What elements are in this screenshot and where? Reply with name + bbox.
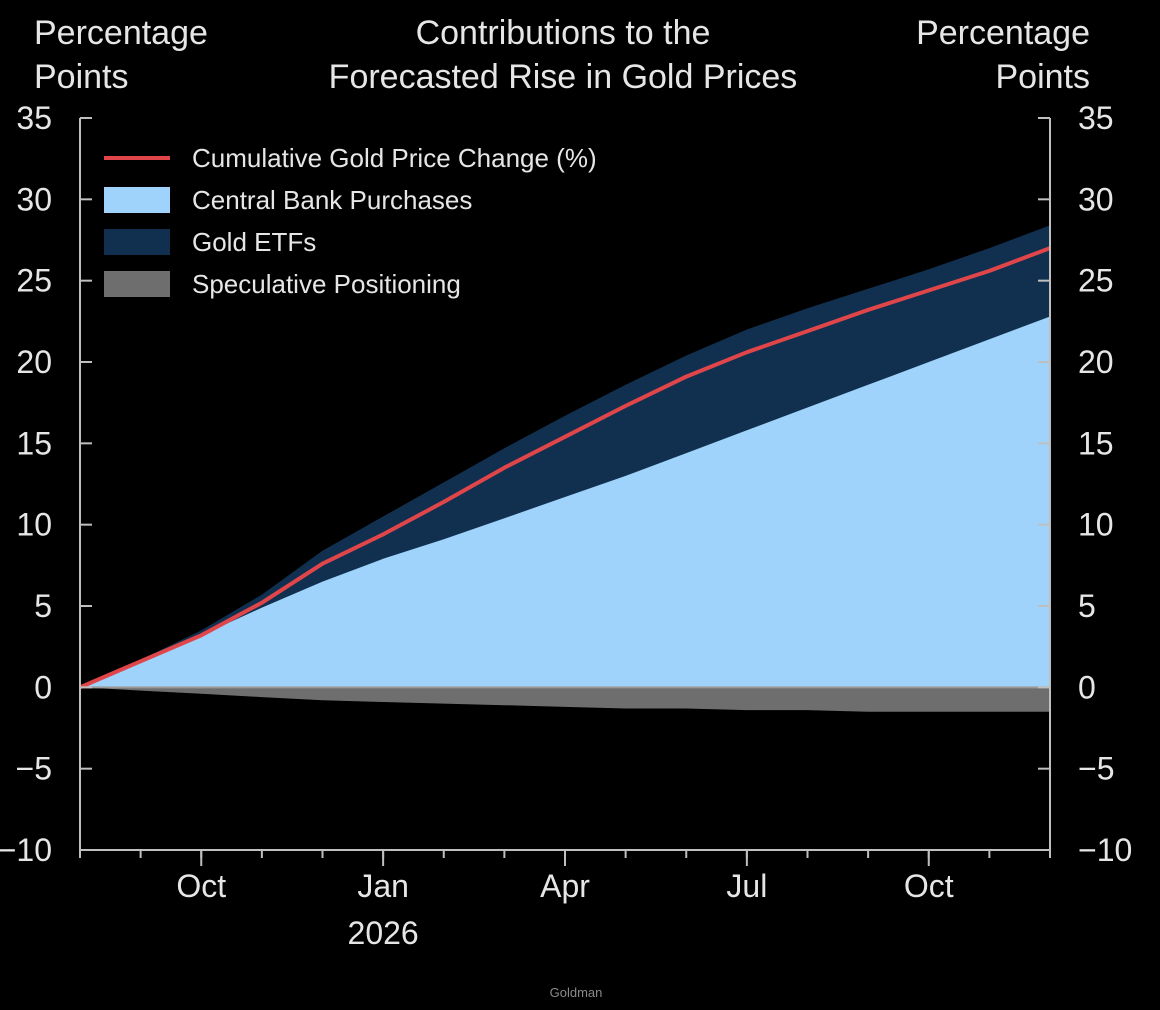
x-tick-label: Oct bbox=[904, 868, 954, 904]
legend-gold-etfs-label: Gold ETFs bbox=[192, 227, 316, 257]
left-y-tick-label: 5 bbox=[34, 588, 52, 624]
legend-speculative-positioning-swatch bbox=[104, 271, 170, 297]
left-y-tick-label: 0 bbox=[34, 669, 52, 705]
x-tick-label: Jul bbox=[726, 868, 767, 904]
right-y-tick-label: 10 bbox=[1078, 507, 1114, 543]
right-y-tick-label: 25 bbox=[1078, 263, 1114, 299]
legend-cumulative-gold-price-change-label: Cumulative Gold Price Change (%) bbox=[192, 143, 597, 173]
right-y-tick-label: 30 bbox=[1078, 181, 1114, 217]
legend-gold-etfs-swatch bbox=[104, 229, 170, 255]
legend-speculative-positioning-label: Speculative Positioning bbox=[192, 269, 461, 299]
right-y-tick-label: −5 bbox=[1078, 751, 1114, 787]
x-tick-year-label: 2026 bbox=[348, 915, 419, 951]
x-tick-label: Apr bbox=[540, 868, 590, 904]
legend-central-bank-purchases-swatch bbox=[104, 187, 170, 213]
x-tick-label: Jan bbox=[357, 868, 409, 904]
right-y-tick-label: 5 bbox=[1078, 588, 1096, 624]
legend-central-bank-purchases-label: Central Bank Purchases bbox=[192, 185, 472, 215]
left-axis-title-line1: Percentage bbox=[34, 14, 208, 52]
left-y-tick-label: 15 bbox=[16, 425, 52, 461]
left-y-tick-label: 20 bbox=[16, 344, 52, 380]
source-label: Goldman bbox=[550, 985, 603, 1000]
line-cumulative-gold-price-change bbox=[79, 246, 1051, 690]
right-axis-title-line2: Points bbox=[996, 58, 1091, 96]
left-y-tick-label: −10 bbox=[0, 832, 52, 868]
right-axis-title-line1: Percentage bbox=[916, 14, 1090, 52]
chart-title-line1: Contributions to the bbox=[416, 14, 711, 52]
left-y-tick-label: 30 bbox=[16, 181, 52, 217]
area-speculative-positioning bbox=[80, 687, 1050, 712]
right-y-tick-label: 20 bbox=[1078, 344, 1114, 380]
right-y-tick-label: −10 bbox=[1078, 832, 1132, 868]
area-central-bank-purchases bbox=[80, 316, 1050, 688]
right-y-tick-label: 15 bbox=[1078, 425, 1114, 461]
left-y-tick-label: 25 bbox=[16, 263, 52, 299]
left-y-tick-label: −5 bbox=[16, 751, 52, 787]
chart-title-line2: Forecasted Rise in Gold Prices bbox=[329, 58, 798, 96]
left-axis-title-line2: Points bbox=[34, 58, 129, 96]
left-y-tick-label: 10 bbox=[16, 507, 52, 543]
right-y-tick-label: 35 bbox=[1078, 100, 1114, 136]
x-tick-label: Oct bbox=[176, 868, 226, 904]
left-y-tick-label: 35 bbox=[16, 100, 52, 136]
right-y-tick-label: 0 bbox=[1078, 669, 1096, 705]
